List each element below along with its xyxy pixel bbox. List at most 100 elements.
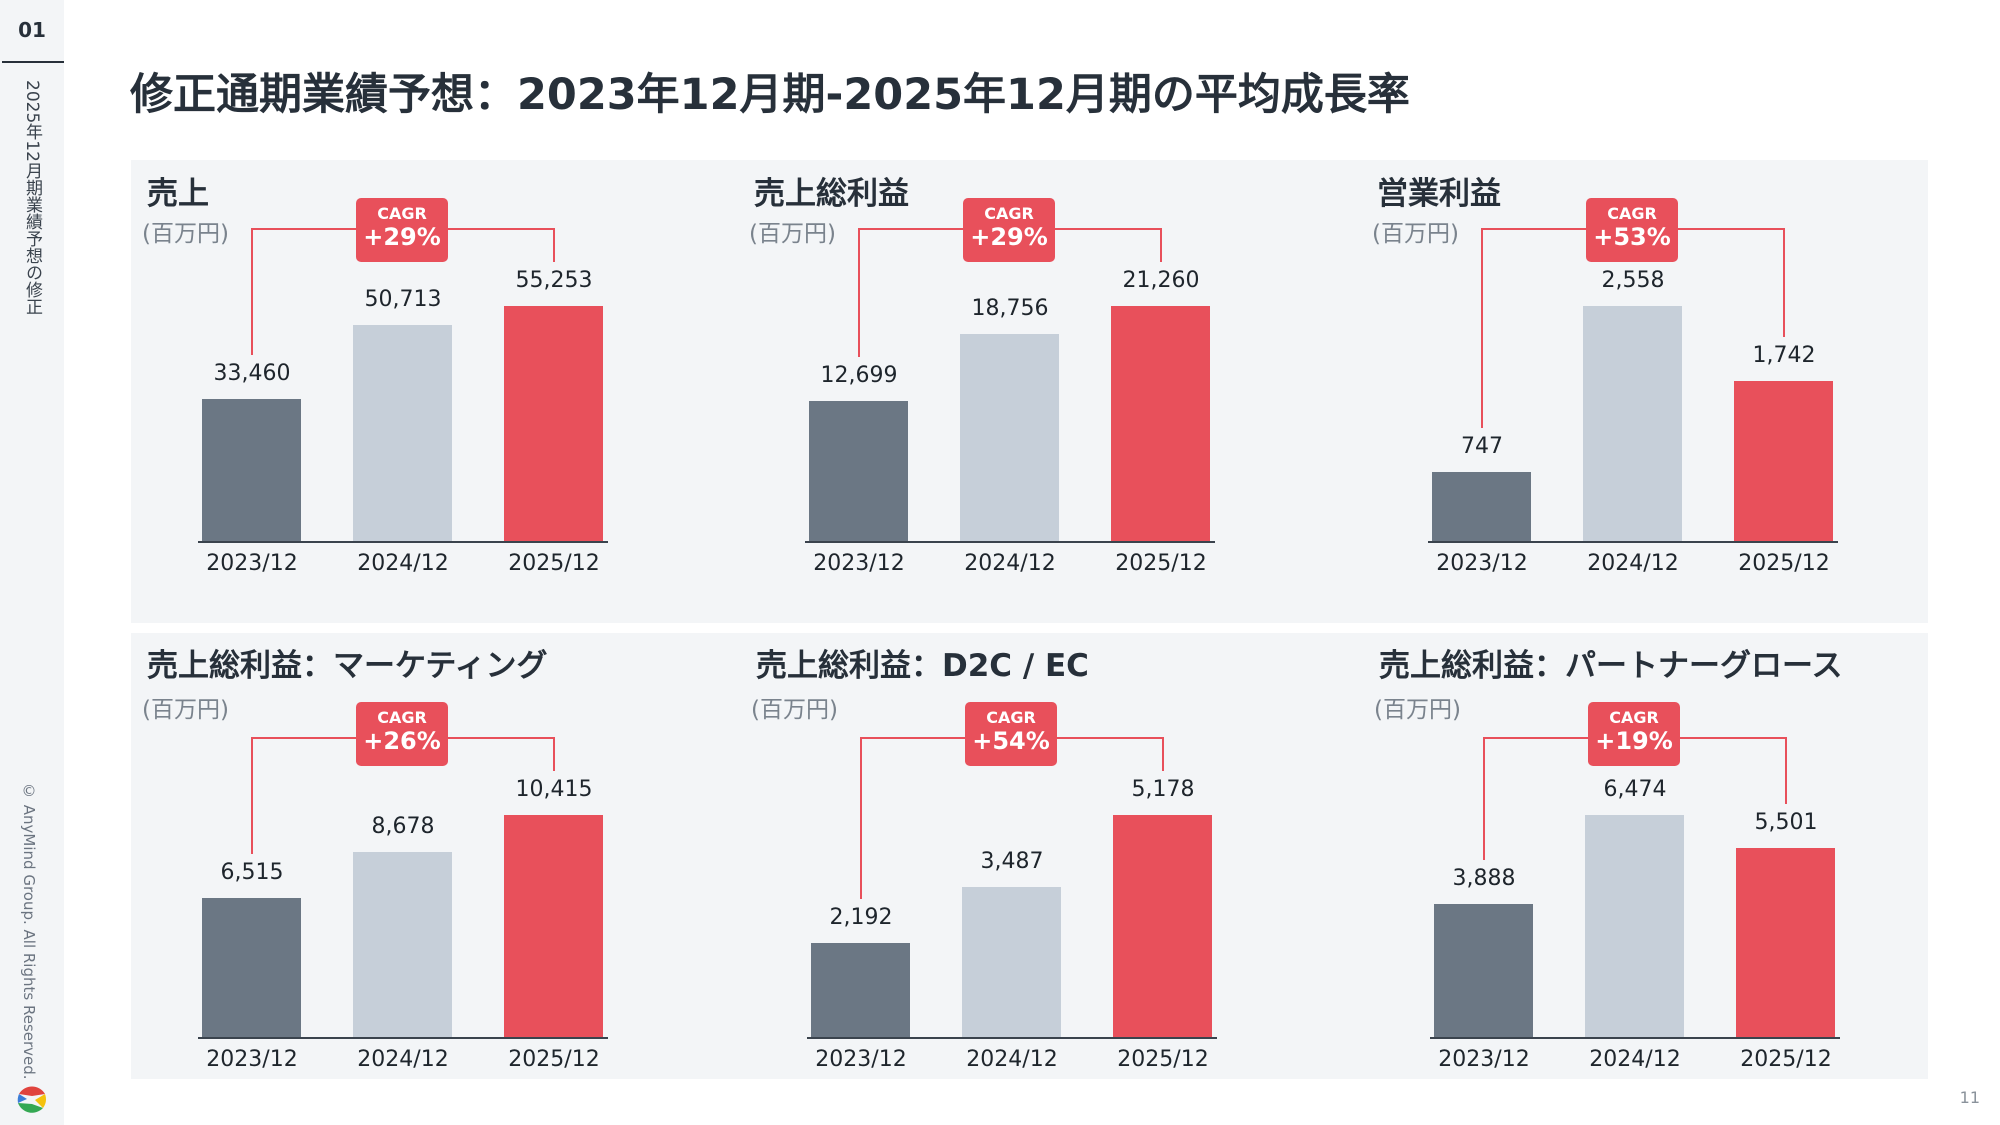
chart-3: 営業利益 (百万円) 747 2023/12 2,558 2024/12 1,742 2025…: [1362, 160, 1962, 600]
cagr-bracket-right: [553, 228, 555, 262]
data-label: 3,888: [1452, 865, 1516, 891]
cagr-label: CAGR: [986, 708, 1036, 727]
x-tick-label: 2023/12: [813, 551, 905, 576]
cagr-badge: CAGR +26%: [356, 702, 448, 766]
x-tick-label: 2023/12: [1436, 551, 1528, 576]
cagr-bracket-right: [1162, 737, 1164, 771]
x-tick-label: 2023/12: [815, 1047, 907, 1072]
chart-title: 売上: [147, 176, 209, 212]
bar-2023/12: [1434, 903, 1533, 1037]
bar-2024/12: [1583, 306, 1682, 541]
x-tick-label: 2025/12: [508, 1047, 600, 1072]
chart-unit: (百万円): [749, 221, 836, 247]
x-tick-label: 2024/12: [1589, 1047, 1681, 1072]
cagr-bracket-left: [1483, 737, 1485, 860]
cagr-bracket-left: [860, 737, 862, 900]
data-label: 33,460: [213, 360, 291, 386]
x-tick-label: 2025/12: [1115, 551, 1207, 576]
cagr-bracket-left: [858, 228, 860, 357]
data-label: 55,253: [515, 268, 593, 293]
cagr-bracket-right: [1785, 737, 1787, 805]
data-label: 18,756: [971, 295, 1049, 321]
data-label: 2,558: [1601, 268, 1665, 293]
chart-title: 売上総利益：パートナーグロース: [1379, 648, 1843, 684]
bar-2024/12: [353, 325, 452, 541]
x-tick-label: 2025/12: [1117, 1047, 1209, 1072]
cagr-badge: CAGR +19%: [1588, 702, 1680, 766]
data-label: 8,678: [371, 814, 435, 840]
chart-title: 売上総利益: [754, 176, 909, 212]
bar-2025/12: [504, 815, 603, 1037]
cagr-badge: CAGR +53%: [1586, 198, 1678, 262]
sidebar: 01 2025年12月期業績予想の修正 © AnyMind Group. All…: [0, 0, 64, 1125]
anymind-logo-icon: [17, 1086, 46, 1113]
data-label: 12,699: [820, 362, 898, 388]
bar-2025/12: [504, 306, 603, 541]
bar-2025/12: [1736, 848, 1835, 1037]
chart-title: 売上総利益：マーケティング: [147, 648, 548, 684]
cagr-value: +29%: [970, 223, 1048, 251]
bar-2024/12: [960, 333, 1059, 541]
cagr-label: CAGR: [1607, 204, 1657, 223]
data-label: 5,501: [1754, 810, 1818, 836]
data-label: 10,415: [515, 777, 593, 802]
copyright: © AnyMind Group. All Rights Reserved.: [20, 782, 38, 1080]
cagr-value: +29%: [363, 223, 441, 251]
cagr-bracket-left: [251, 737, 253, 855]
x-tick-label: 2024/12: [1587, 551, 1679, 576]
x-tick-label: 2023/12: [1438, 1047, 1530, 1072]
data-label: 2,192: [829, 905, 893, 931]
x-axis-line: [198, 1037, 608, 1039]
x-tick-label: 2024/12: [966, 1047, 1058, 1072]
bar-2023/12: [1432, 472, 1531, 541]
x-tick-label: 2024/12: [357, 551, 449, 576]
cagr-bracket-right: [1783, 228, 1785, 337]
bar-2023/12: [202, 898, 301, 1037]
chart-5: 売上総利益：D2C / EC (百万円) 2,192 2023/12 3,487 2024…: [741, 632, 1341, 1072]
cagr-value: +53%: [1593, 223, 1671, 251]
cagr-label: CAGR: [377, 708, 427, 727]
bar-2025/12: [1113, 815, 1212, 1037]
x-tick-label: 2025/12: [508, 551, 600, 576]
x-tick-label: 2023/12: [206, 1047, 298, 1072]
section-number: 01: [18, 18, 46, 42]
bar-2023/12: [811, 943, 910, 1037]
chart-unit: (百万円): [142, 221, 229, 247]
data-label: 747: [1461, 434, 1503, 460]
data-label: 50,713: [364, 287, 442, 313]
bar-2025/12: [1111, 306, 1210, 541]
cagr-bracket-left: [1481, 228, 1483, 429]
section-title: 2025年12月期業績予想の修正: [22, 80, 42, 315]
cagr-badge: CAGR +29%: [356, 198, 448, 262]
data-label: 5,178: [1131, 777, 1195, 802]
data-label: 21,260: [1122, 268, 1200, 293]
cagr-badge: CAGR +54%: [965, 702, 1057, 766]
chart-unit: (百万円): [751, 697, 838, 723]
bar-2024/12: [353, 852, 452, 1037]
x-tick-label: 2024/12: [357, 1047, 449, 1072]
cagr-value: +26%: [363, 727, 441, 755]
chart-title: 営業利益: [1377, 176, 1501, 212]
chart-1: 売上 (百万円) 33,460 2023/12 50,713 2024/12 55,253 2…: [132, 160, 732, 600]
x-tick-label: 2023/12: [206, 551, 298, 576]
cagr-bracket-left: [251, 228, 253, 355]
x-axis-line: [1428, 541, 1838, 543]
page-number: 11: [1959, 1088, 1980, 1107]
bar-2024/12: [962, 887, 1061, 1037]
x-tick-label: 2025/12: [1740, 1047, 1832, 1072]
chart-unit: (百万円): [1374, 697, 1461, 723]
bar-2025/12: [1734, 380, 1833, 541]
x-tick-label: 2024/12: [964, 551, 1056, 576]
cagr-value: +54%: [972, 727, 1050, 755]
page-title: 修正通期業績予想：2023年12月期-2025年12月期の平均成長率: [130, 70, 1410, 120]
x-axis-line: [1430, 1037, 1840, 1039]
cagr-label: CAGR: [377, 204, 427, 223]
chart-unit: (百万円): [1372, 221, 1459, 247]
chart-4: 売上総利益：マーケティング (百万円) 6,515 2023/12 8,678 2024/…: [132, 632, 732, 1072]
sidebar-divider: [2, 61, 64, 63]
chart-6: 売上総利益：パートナーグロース (百万円) 3,888 2023/12 6,474 202…: [1364, 632, 1964, 1072]
cagr-bracket-right: [1160, 228, 1162, 262]
cagr-badge: CAGR +29%: [963, 198, 1055, 262]
bar-2024/12: [1585, 815, 1684, 1037]
cagr-label: CAGR: [1609, 708, 1659, 727]
